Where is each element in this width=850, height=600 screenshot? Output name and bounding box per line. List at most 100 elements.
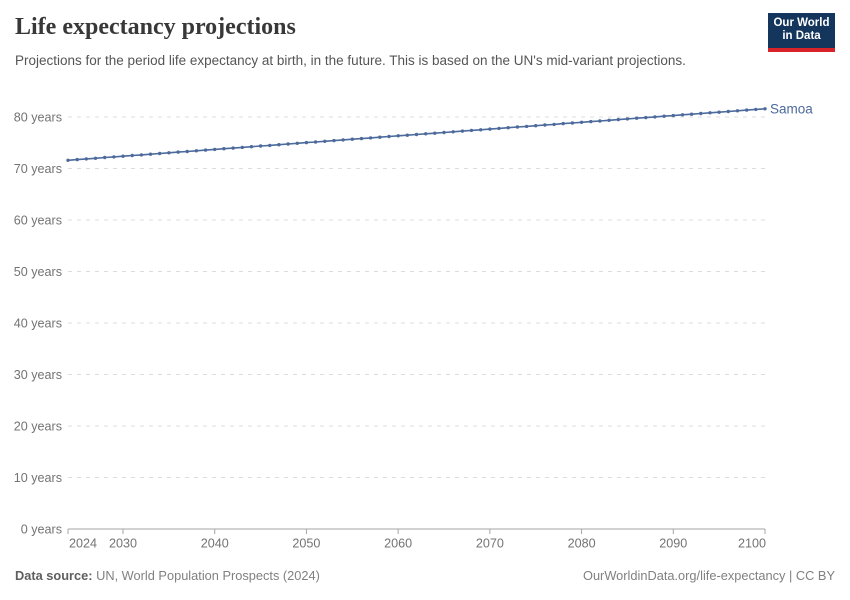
data-point [139,153,144,157]
data-point [561,121,565,126]
data-point [176,150,180,154]
data-point [75,157,79,162]
data-point [66,158,70,162]
data-point [616,117,620,122]
data-point [699,111,703,116]
y-axis-label: 20 years [14,419,62,433]
data-point [479,128,483,132]
credit-link[interactable]: OurWorldinData.org/life-expectancy | CC … [582,568,835,583]
data-point [84,157,89,161]
data-point [213,147,217,152]
data-point [396,134,400,138]
x-axis-label: 2070 [476,537,504,551]
data-point [286,142,290,146]
data-point [268,143,272,148]
data-point [460,129,465,133]
owid-logo[interactable]: Our World in Data [768,13,835,52]
data-point [249,145,254,149]
data-point [735,109,740,113]
data-point [607,118,611,123]
data-point [424,132,428,136]
x-axis-label: 2040 [201,537,229,551]
data-point [442,130,446,135]
data-point [240,145,244,150]
data-point [313,140,318,144]
data-point [497,126,501,131]
data-point [185,149,189,154]
data-point [726,109,730,114]
owid-logo-box: Our World in Data [768,13,835,48]
data-point [130,153,134,158]
data-point [103,155,107,160]
data-point [644,115,648,120]
x-axis-label: 2100 [738,537,766,551]
data-point [350,137,354,141]
data-point [323,139,327,143]
y-axis-label: 50 years [14,265,62,279]
data-point [451,130,455,134]
data-point [231,146,235,150]
data-point [222,147,226,151]
x-axis-label: 2060 [384,537,412,551]
x-axis-label: 2080 [568,537,596,551]
chart-footer: Data source: UN, World Population Prospe… [15,568,835,583]
owid-logo-line1: Our World [773,17,830,30]
data-point [332,138,336,143]
data-point [579,120,584,125]
data-point [194,149,199,153]
data-point [570,121,575,125]
data-point [121,154,125,158]
data-point [378,135,382,139]
owid-logo-line2: in Data [782,30,821,43]
data-point [589,119,593,124]
data-point [634,116,639,120]
data-point [754,107,758,112]
series-label-samoa: Samoa [770,101,813,116]
data-point [680,113,685,117]
x-axis-label: 2050 [292,537,320,551]
x-axis-label: 2090 [659,537,687,551]
data-point [277,143,281,147]
data-source-label: Data source: [15,568,93,583]
data-point [341,138,345,142]
y-axis-label: 80 years [14,110,62,124]
data-point [203,148,208,152]
data-source-note: Data source: UN, World Population Prospe… [15,568,320,583]
data-point [524,124,529,129]
data-source-value: UN, World Population Prospects (2024) [92,568,320,583]
data-point [653,115,657,119]
data-point [745,108,749,112]
data-point [763,107,767,111]
data-point [368,136,373,140]
chart-subtitle: Projections for the period life expectan… [15,53,686,68]
data-point [387,134,391,139]
data-point [469,128,474,133]
data-point [488,127,492,131]
data-point [304,140,309,145]
data-point [625,117,630,121]
data-point [543,123,547,127]
x-axis-label: 2024 [69,537,97,551]
data-point [708,111,712,115]
data-point [112,155,116,159]
data-point [158,151,162,156]
data-point [93,156,98,160]
data-point [598,119,602,123]
data-point [552,122,556,127]
data-point [414,132,419,137]
data-point [689,112,694,116]
data-point [671,113,675,118]
owid-logo-accent-bar [768,47,835,52]
data-point [295,141,299,145]
y-axis-label: 0 years [21,522,62,536]
y-axis-label: 10 years [14,471,62,485]
data-point [534,124,538,128]
data-point [433,131,437,135]
data-point [405,133,409,137]
y-axis-label: 30 years [14,368,62,382]
data-point [359,136,364,141]
data-point [717,110,721,114]
data-point [167,151,171,155]
data-point [662,114,666,118]
